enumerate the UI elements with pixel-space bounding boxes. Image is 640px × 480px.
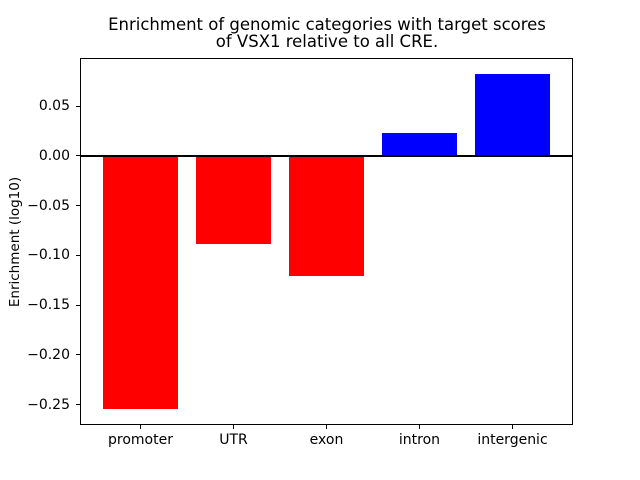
x-tick-label-UTR: UTR xyxy=(219,432,248,448)
y-tick-mark xyxy=(76,155,80,157)
bar-UTR xyxy=(196,155,271,245)
bar-exon xyxy=(289,155,364,277)
chart-title-line2: of VSX1 relative to all CRE. xyxy=(215,32,439,51)
bar-intergenic xyxy=(475,74,550,156)
y-tick-label: −0.20 xyxy=(27,346,70,363)
bar-intron xyxy=(382,133,457,156)
x-tick-mark xyxy=(418,425,420,429)
x-tick-label-exon: exon xyxy=(309,432,344,448)
y-tick-label: −0.05 xyxy=(27,197,70,214)
bar-promoter xyxy=(103,155,178,409)
y-tick-label: −0.25 xyxy=(27,396,70,413)
x-tick-mark xyxy=(140,425,141,429)
y-tick-mark xyxy=(76,304,80,306)
y-tick-mark xyxy=(76,205,80,207)
x-tick-mark xyxy=(326,425,327,429)
x-tick-mark xyxy=(511,425,513,429)
y-tick-label: −0.10 xyxy=(27,247,70,264)
chart-title: Enrichment of genomic categories with ta… xyxy=(108,16,546,50)
x-tick-mark xyxy=(233,425,234,429)
x-tick-label-promoter: promoter xyxy=(108,432,173,448)
chart-title-line1: Enrichment of genomic categories with ta… xyxy=(108,15,546,34)
y-tick-label: 0.00 xyxy=(38,147,70,164)
y-tick-label: 0.05 xyxy=(38,98,70,115)
zero-line xyxy=(81,154,572,157)
y-axis-label: Enrichment (log10) xyxy=(7,176,23,308)
x-tick-label-intergenic: intergenic xyxy=(477,432,548,448)
y-tick-mark xyxy=(76,404,80,406)
y-tick-label: −0.15 xyxy=(27,297,70,314)
y-tick-mark xyxy=(76,254,80,256)
plot-area xyxy=(80,58,573,425)
x-tick-label-intron: intron xyxy=(398,432,441,448)
y-tick-mark xyxy=(76,105,80,107)
y-tick-mark xyxy=(76,354,80,356)
